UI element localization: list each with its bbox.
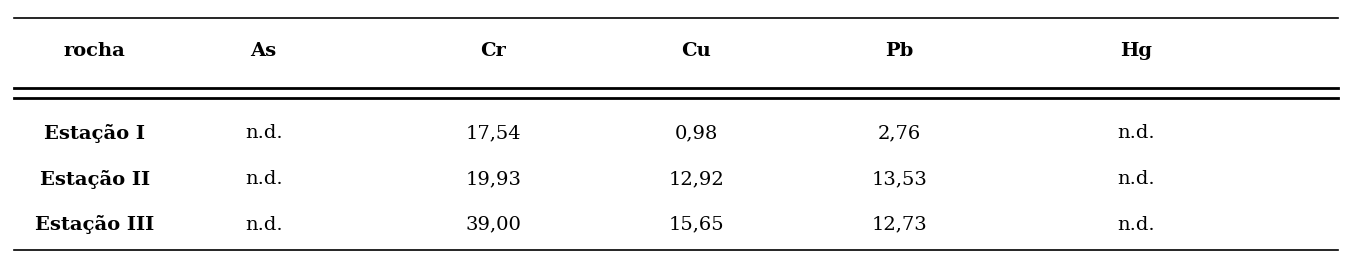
Text: Estação I: Estação I [45,124,145,143]
Text: 15,65: 15,65 [668,216,725,234]
Text: 12,92: 12,92 [668,170,725,188]
Text: n.d.: n.d. [1117,124,1155,142]
Text: n.d.: n.d. [1117,170,1155,188]
Text: rocha: rocha [64,42,126,60]
Text: 13,53: 13,53 [871,170,927,188]
Text: 39,00: 39,00 [465,216,522,234]
Text: 0,98: 0,98 [675,124,718,142]
Text: 17,54: 17,54 [465,124,522,142]
Text: 2,76: 2,76 [877,124,921,142]
Text: n.d.: n.d. [245,170,283,188]
Text: n.d.: n.d. [245,216,283,234]
Text: 12,73: 12,73 [871,216,927,234]
Text: Cu: Cu [681,42,711,60]
Text: n.d.: n.d. [245,124,283,142]
Text: Pb: Pb [886,42,913,60]
Text: Estação II: Estação II [39,170,150,188]
Text: Hg: Hg [1119,42,1152,60]
Text: Cr: Cr [480,42,507,60]
Text: 19,93: 19,93 [465,170,522,188]
Text: Estação III: Estação III [35,215,154,234]
Text: n.d.: n.d. [1117,216,1155,234]
Text: As: As [250,42,277,60]
